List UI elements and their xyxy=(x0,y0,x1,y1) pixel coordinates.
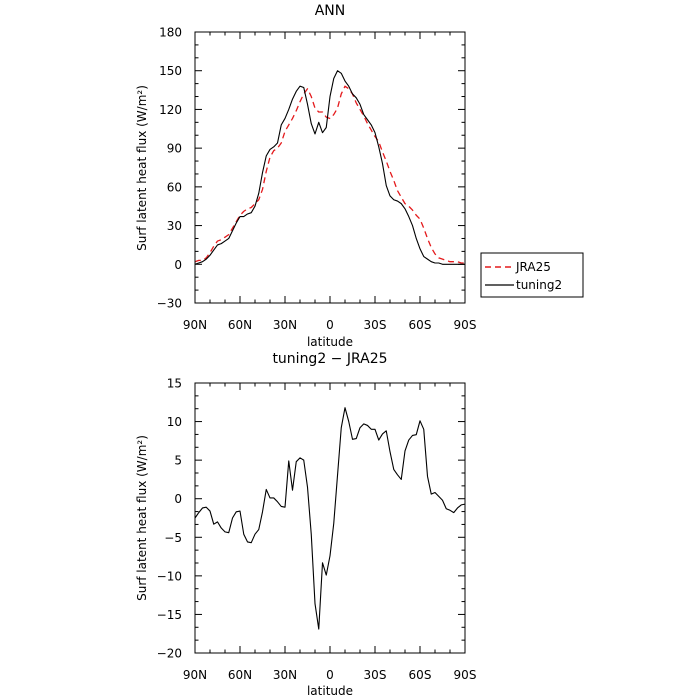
x-tick-label: 60S xyxy=(409,318,432,332)
y-tick-label: 0 xyxy=(174,492,182,506)
legend-label-jra25: JRA25 xyxy=(515,260,551,274)
y-axis: −30 0 30 60 90 120 150 180 xyxy=(157,26,465,311)
x-tick-label: 90N xyxy=(183,668,207,682)
y-tick-label: −10 xyxy=(157,569,182,583)
y-tick-label: −30 xyxy=(157,297,182,311)
y-tick-label: 30 xyxy=(167,219,182,233)
y-tick-label: 0 xyxy=(174,258,182,272)
chart-title: tuning2 − JRA25 xyxy=(272,351,387,367)
y-tick-label: −20 xyxy=(157,647,182,661)
y-tick-label: 150 xyxy=(159,64,182,78)
chart-panel-bottom: tuning2 − JRA25 90N 60N 30N 0 30S 60S 90S −20−… xyxy=(135,351,476,698)
y-tick-label: 120 xyxy=(159,103,182,117)
series-layer xyxy=(194,70,465,265)
y-axis-label: Surf latent heat flux (W/m²) xyxy=(135,85,149,251)
y-tick-label: 90 xyxy=(167,142,182,156)
chart-title: ANN xyxy=(315,3,346,19)
x-axis: 90N 60N 30N 0 30S 60S 90S xyxy=(183,383,477,682)
x-tick-label: 90S xyxy=(454,318,477,332)
legend-frame xyxy=(480,252,584,298)
y-tick-label: −15 xyxy=(157,608,182,622)
plot-frame xyxy=(194,382,466,654)
x-tick-label: 60S xyxy=(409,668,432,682)
x-tick-label: 0 xyxy=(326,318,334,332)
x-tick-label: 30N xyxy=(273,318,297,332)
x-tick-label: 90S xyxy=(454,668,477,682)
y-tick-label: 10 xyxy=(167,415,182,429)
x-tick-label: 0 xyxy=(326,668,334,682)
x-axis-label: latitude xyxy=(307,335,353,349)
x-tick-label: 90N xyxy=(183,318,207,332)
difference-line xyxy=(194,407,466,630)
plot-frame xyxy=(194,31,466,304)
series-layer xyxy=(194,407,466,630)
chart-panel-top: ANN 90N 60N 30N 0 30S 60S 90S −30 0 30 60 90 120 150… xyxy=(135,3,584,349)
series-line-tuning2 xyxy=(194,70,465,265)
y-tick-label: 60 xyxy=(167,180,182,194)
x-tick-label: 30S xyxy=(364,318,387,332)
y-axis: −20 −15 −10 −5 0 5 10 15 xyxy=(157,377,465,661)
x-axis-label: latitude xyxy=(307,684,353,698)
series-line-jra25 xyxy=(194,85,465,264)
y-tick-label: 5 xyxy=(174,454,182,468)
y-tick-label: 180 xyxy=(159,26,182,40)
y-axis-label: Surf latent heat flux (W/m²) xyxy=(135,435,149,601)
y-tick-label: 15 xyxy=(167,377,182,391)
legend-label-tuning2: tuning2 xyxy=(516,278,562,292)
y-tick-label: −5 xyxy=(164,531,182,545)
x-tick-label: 30S xyxy=(364,668,387,682)
x-tick-label: 60N xyxy=(228,668,252,682)
x-tick-label: 60N xyxy=(228,318,252,332)
x-tick-label: 30N xyxy=(273,668,297,682)
x-axis: 90N 60N 30N 0 30S 60S 90S xyxy=(183,32,477,332)
legend: JRA25 tuning2 xyxy=(480,252,584,298)
